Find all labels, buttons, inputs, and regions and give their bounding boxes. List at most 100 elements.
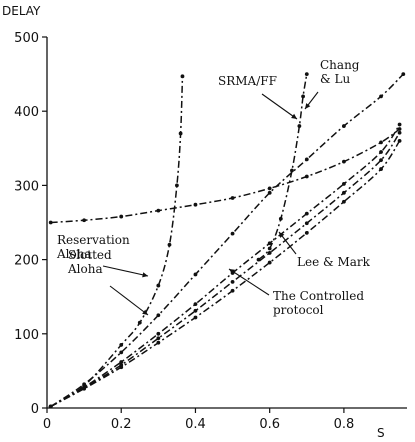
data-point [119, 350, 124, 355]
annotation-text: & Lu [320, 72, 350, 86]
annotation-srma-ff: SRMA/FF [218, 74, 298, 120]
x-axis-title: S [377, 426, 385, 440]
data-point [397, 130, 402, 135]
data-point [304, 157, 309, 162]
data-point [193, 302, 198, 307]
data-point [156, 331, 161, 336]
data-point [267, 251, 272, 255]
annotation-text: Lee & Mark [297, 255, 371, 269]
data-point [156, 208, 161, 213]
annotation-arrow [261, 93, 298, 120]
data-point [230, 279, 235, 284]
annotation-text: The Controlled [273, 289, 364, 303]
annotations: ReservationAlohaSlottedAlohaSRMA/FFChang… [56, 58, 371, 317]
data-point [267, 241, 272, 246]
annotation-chang-lu: Chang& Lu [304, 58, 360, 110]
data-point [379, 158, 383, 163]
annotation-text: Aloha [67, 262, 103, 276]
data-point [379, 167, 383, 171]
data-point [230, 231, 235, 236]
data-point [278, 216, 283, 221]
annotation-lee-mark: Lee & Mark [278, 231, 371, 269]
data-point [82, 386, 87, 390]
data-point [397, 122, 402, 127]
series-line [50, 128, 401, 224]
data-point [174, 183, 179, 188]
annotation-text: SRMA/FF [218, 74, 277, 88]
data-point [397, 138, 402, 143]
data-point [156, 340, 161, 345]
data-point [301, 94, 305, 99]
data-point [297, 124, 302, 128]
arrowhead [142, 309, 148, 315]
x-tick-label: 0.8 [334, 417, 355, 432]
data-point [267, 246, 272, 251]
arrowhead [305, 103, 311, 109]
y-tick-label: 300 [14, 179, 39, 194]
data-point [267, 186, 272, 191]
data-point [156, 313, 161, 318]
data-point [342, 124, 346, 128]
data-point [230, 288, 235, 293]
data-point [119, 343, 124, 347]
data-point [193, 315, 198, 320]
data-point [304, 174, 309, 179]
data-point [342, 199, 346, 204]
data-point [379, 94, 383, 99]
data-point [180, 74, 185, 79]
axis-ticks: 0 0.2 0.4 0.6 0.8 0 100 200 300 400 500 [14, 31, 354, 432]
data-point [267, 260, 272, 265]
y-tick-label: 0 [31, 402, 39, 417]
annotation-arrow [102, 265, 149, 277]
data-point [48, 404, 53, 409]
data-point [230, 196, 235, 200]
data-point [193, 308, 198, 313]
axis-lines [46, 37, 407, 409]
data-point [342, 190, 346, 195]
series-line [258, 73, 308, 261]
arrowhead [291, 113, 297, 119]
y-tick-label: 400 [14, 105, 39, 120]
data-point [304, 72, 309, 76]
annotation-text: Slotted [68, 248, 112, 262]
data-point [82, 218, 87, 223]
data-point [304, 230, 309, 235]
data-point [119, 363, 124, 367]
arrowhead [279, 232, 285, 238]
series-chang-lu [48, 72, 406, 409]
series-unlabeled [48, 130, 402, 409]
data-point [304, 221, 309, 226]
annotation-text: Reservation [57, 233, 130, 247]
data-point [304, 211, 309, 216]
data-point [48, 220, 53, 225]
data-point [267, 190, 272, 195]
annotation-arrow [109, 285, 149, 316]
arrowhead [229, 269, 235, 275]
annotation-text: Chang [320, 58, 360, 72]
x-tick-label: 0.4 [185, 417, 206, 432]
data-point [379, 150, 383, 154]
data-point [342, 159, 346, 164]
data-point [193, 202, 198, 207]
data-point [342, 182, 346, 186]
data-point [137, 320, 142, 325]
annotation-text: Aloha [56, 247, 92, 261]
data-point [167, 242, 172, 247]
x-tick-label: 0 [43, 417, 51, 432]
data-point [119, 360, 124, 364]
axes [46, 37, 407, 409]
data-point [379, 140, 383, 145]
data-point [156, 336, 161, 341]
arrowhead [142, 272, 148, 278]
data-point [119, 214, 124, 219]
data-point [178, 131, 183, 136]
data-point [82, 382, 87, 387]
y-axis-title: DELAY [2, 4, 41, 18]
y-tick-label: 100 [14, 328, 39, 343]
data-point [193, 272, 198, 277]
series-line [50, 132, 401, 408]
